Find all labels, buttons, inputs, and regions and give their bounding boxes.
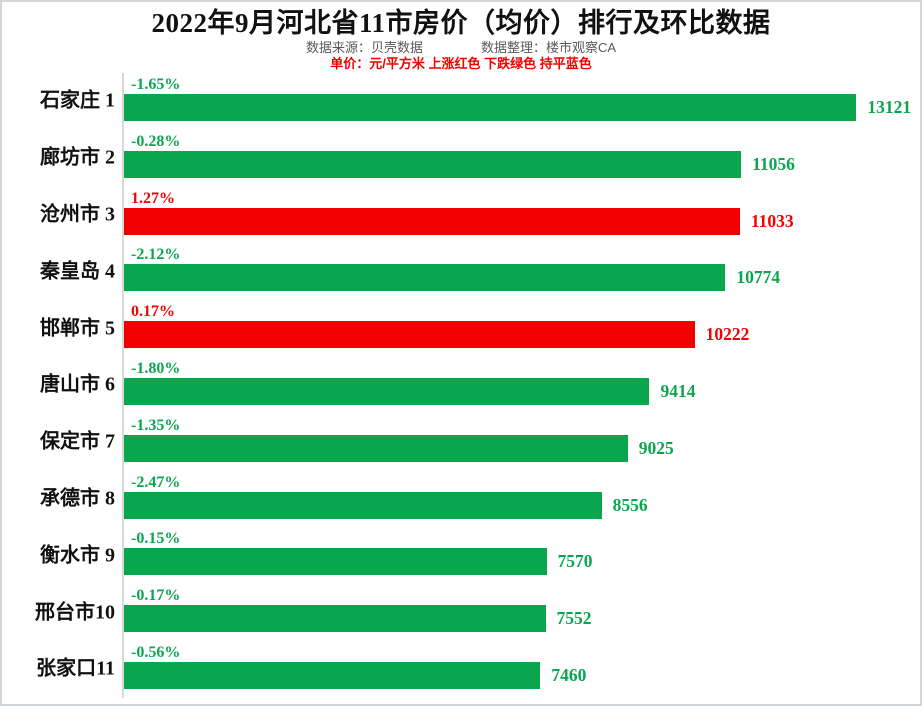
price-value-label: 13121: [867, 97, 912, 117]
change-percent-label: -1.80%: [131, 359, 181, 377]
change-percent-label: -1.65%: [131, 76, 181, 93]
bar-row: 石家庄 1 -1.65% 13121: [40, 73, 920, 130]
price-bar: [124, 150, 742, 178]
bar-line: 9025: [124, 434, 920, 462]
bar-line: 11056: [124, 150, 920, 178]
change-percent-label: -0.56%: [131, 643, 181, 661]
city-rank-label: 廊坊市 2: [40, 146, 115, 169]
bar-chart-plot-area: 石家庄 1 -1.65% 13121 廊坊市 2 -0.28% 11056 沧州…: [35, 73, 920, 698]
price-bar: [124, 434, 628, 462]
change-percent-label: -2.12%: [131, 246, 181, 264]
subtitle-row: 数据来源：贝壳数据 数据整理：楼市观察CA: [2, 40, 920, 55]
price-value-label: 7570: [557, 551, 593, 572]
city-rank-label: 保定市 7: [40, 430, 115, 453]
change-percent-label: -1.35%: [131, 416, 181, 434]
bar-row: 沧州市 3 1.27% 11033: [40, 187, 920, 244]
bar-row: 承德市 8 -2.47% 8556: [40, 471, 920, 528]
city-rank-label: 邯郸市 5: [40, 317, 115, 340]
city-rank-label: 承德市 8: [40, 487, 115, 510]
bar-line: 11033: [124, 207, 920, 235]
price-bar: [124, 491, 602, 519]
price-bar: [124, 264, 726, 292]
change-percent-label: -0.17%: [131, 587, 181, 605]
bar-row: 廊坊市 2 -0.28% 11056: [40, 130, 920, 187]
city-rank-label: 衡水市 9: [40, 544, 115, 567]
city-rank-label: 秦皇岛 4: [40, 260, 115, 283]
bar-row: 唐山市 6 -1.80% 9414: [40, 357, 920, 414]
price-value-label: 9414: [660, 380, 696, 401]
price-bar: [124, 661, 541, 689]
price-value-label: 11056: [752, 153, 795, 174]
bar-row: 邯郸市 5 0.17% 10222: [40, 300, 920, 357]
bar-row: 张家口11 -0.56% 7460: [36, 641, 920, 698]
chart-header: 2022年9月河北省11市房价（均价）排行及环比数据 数据来源：贝壳数据 数据整…: [2, 2, 920, 71]
data-source-note: 数据来源：贝壳数据: [305, 40, 423, 55]
change-percent-label: -0.15%: [131, 530, 181, 548]
city-rank-label: 张家口11: [36, 657, 115, 680]
price-bar: [124, 207, 740, 235]
city-rank-label: 邢台市10: [35, 601, 115, 624]
bar-line: 9414: [124, 377, 920, 405]
price-value-label: 10774: [736, 267, 781, 288]
bar-row: 邢台市10 -0.17% 7552: [35, 584, 920, 641]
city-rank-label: 沧州市 3: [40, 203, 115, 226]
bar-row: 衡水市 9 -0.15% 7570: [40, 527, 920, 584]
bar-line: 13121: [124, 94, 920, 121]
bar-line: 7552: [124, 605, 920, 633]
change-percent-label: 1.27%: [131, 189, 175, 207]
price-value-label: 8556: [612, 494, 648, 515]
bar-line: 7460: [124, 661, 920, 689]
price-value-label: 11033: [750, 210, 794, 231]
price-bar: [124, 321, 695, 349]
price-bar: [124, 377, 650, 405]
chart-title: 2022年9月河北省11市房价（均价）排行及环比数据: [151, 8, 771, 38]
change-percent-label: -2.47%: [131, 473, 181, 491]
price-value-label: 7552: [556, 608, 592, 629]
price-bar: [124, 548, 547, 576]
bar-line: 8556: [124, 491, 920, 519]
bar-line: 7570: [124, 548, 920, 576]
city-rank-label: 石家庄 1: [40, 89, 115, 112]
bar-line: 10774: [124, 264, 920, 292]
bar-line: 10222: [124, 321, 920, 349]
price-bar: [124, 605, 546, 633]
data-curator-note: 数据整理：楼市观察CA: [480, 40, 617, 55]
price-value-label: 9025: [638, 437, 674, 458]
price-bar: [124, 94, 857, 121]
legend-note: 单价：元/平方米 上涨红色 下跌绿色 持平蓝色: [330, 56, 592, 71]
bar-row: 秦皇岛 4 -2.12% 10774: [40, 243, 920, 300]
city-rank-label: 唐山市 6: [40, 373, 115, 396]
bar-row: 保定市 7 -1.35% 9025: [40, 414, 920, 471]
change-percent-label: 0.17%: [131, 303, 175, 321]
price-value-label: 7460: [551, 664, 587, 685]
change-percent-label: -0.28%: [131, 132, 181, 150]
price-value-label: 10222: [705, 324, 750, 345]
